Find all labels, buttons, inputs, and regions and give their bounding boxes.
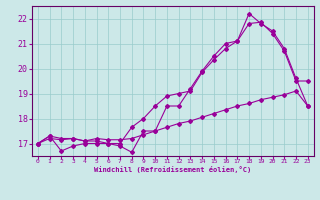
X-axis label: Windchill (Refroidissement éolien,°C): Windchill (Refroidissement éolien,°C) xyxy=(94,166,252,173)
